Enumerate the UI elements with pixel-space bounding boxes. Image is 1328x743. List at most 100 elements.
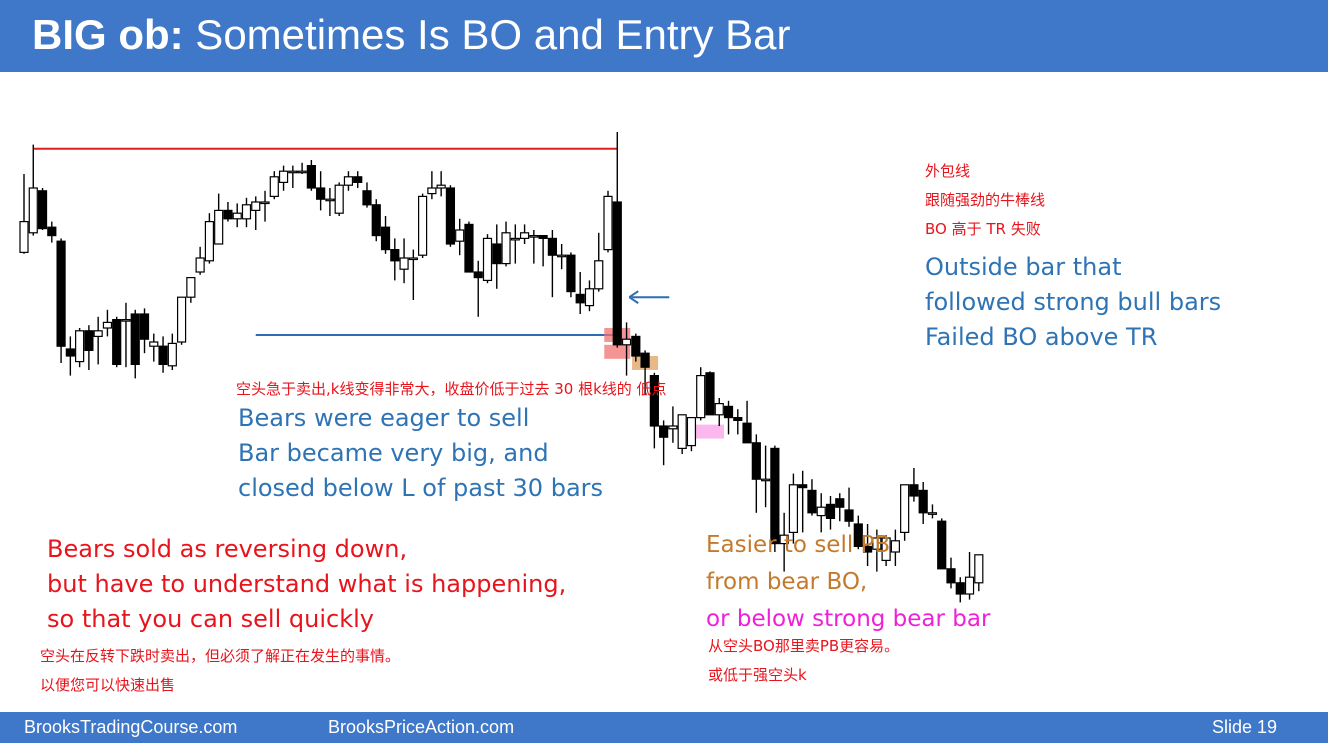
bull-candle: [696, 375, 706, 419]
bull-candle: [779, 534, 789, 545]
sold-cn-line-1: 空头在反转下跌时卖出，但必须了解正在发生的事情。: [40, 647, 401, 665]
bear-candle: [306, 164, 316, 189]
sold-en-line-2: but have to understand what is happening…: [47, 570, 567, 598]
bull-candle: [204, 221, 214, 262]
bull-candle: [325, 198, 335, 202]
bull-candle: [964, 576, 975, 595]
bear-candle: [807, 489, 817, 514]
bull-candle: [75, 330, 85, 363]
bull-candle: [278, 170, 289, 183]
bear-candle: [649, 375, 659, 427]
bear-candle: [798, 484, 808, 489]
bull-candle: [195, 257, 205, 273]
title-bold: BIG ob:: [32, 11, 184, 58]
bear-candle: [538, 235, 548, 240]
bear-candle: [37, 190, 48, 230]
bull-candle: [399, 257, 409, 270]
easier-en: Easier to sell PB from bear BO,: [706, 527, 890, 601]
bull-candle: [557, 254, 567, 258]
bull-candle: [427, 187, 437, 195]
bull-candle: [343, 176, 354, 186]
bull-candle: [28, 187, 38, 234]
eager-en-line-1: Bears were eager to sell: [238, 404, 530, 432]
bear-candle: [909, 484, 919, 497]
bear-candle: [371, 204, 381, 237]
sold-en-line-1: Bears sold as reversing down,: [47, 535, 408, 563]
arrow-head-icon: [628, 290, 639, 305]
bull-candle: [408, 257, 418, 261]
sold-en: Bears sold as reversing down, but have t…: [47, 532, 566, 637]
bear-candle: [464, 223, 474, 273]
bear-candle: [566, 254, 576, 293]
below-strong-bear-en: or below strong bear bar: [706, 606, 991, 632]
bull-candle: [102, 321, 113, 329]
bull-candle: [890, 540, 900, 553]
bull-candle: [260, 201, 270, 205]
eager-cn: 空头急于卖出,k线变得非常大，收盘价低于过去 30 根k线的 低点: [236, 380, 667, 398]
sold-en-line-3: so that you can sell quickly: [47, 605, 374, 633]
bear-candle: [835, 498, 845, 508]
eager-en: Bears were eager to sell Bar became very…: [238, 401, 603, 506]
bear-candle: [47, 226, 57, 237]
bull-candle: [214, 209, 224, 245]
bear-candle: [547, 237, 557, 256]
outside-en-line-3: Failed BO above TR: [925, 323, 1158, 351]
bear-candle: [316, 187, 326, 200]
bear-candle: [223, 209, 233, 220]
bull-candle: [186, 277, 196, 298]
bull-candle: [927, 512, 938, 515]
candlestick-chart: [19, 132, 984, 603]
bear-candle: [723, 405, 734, 419]
bull-candle: [232, 212, 242, 220]
outside-cn-line-2: 跟随强劲的牛棒线: [925, 191, 1046, 209]
easier-en-line-2: from bear BO,: [706, 569, 868, 595]
bull-candle: [621, 338, 632, 346]
bear-candle: [659, 425, 669, 438]
outside-en-line-2: followed strong bull bars: [925, 288, 1222, 316]
bear-candle: [158, 345, 168, 366]
bear-candle: [362, 190, 372, 206]
bull-candle: [288, 170, 298, 174]
bull-candle: [686, 417, 697, 447]
bear-candle: [473, 271, 483, 279]
bull-candle: [167, 342, 177, 367]
outside-cn-line-1: 外包线: [925, 162, 971, 180]
bull-candle: [19, 221, 29, 254]
bear-candle: [353, 176, 363, 184]
bull-candle: [436, 184, 446, 189]
bull-candle: [149, 341, 159, 347]
bull-candle: [176, 296, 187, 343]
bear-candle: [65, 348, 75, 357]
bull-candle: [881, 537, 891, 561]
eager-en-line-2: Bar became very big, and: [238, 439, 549, 467]
bear-candle: [445, 187, 456, 245]
bear-candle: [631, 335, 641, 357]
bull-candle: [872, 537, 882, 550]
bear-candle: [84, 330, 94, 351]
bull-candle: [974, 554, 984, 584]
bear-candle: [955, 582, 965, 595]
slide-number: Slide 19: [1212, 717, 1278, 737]
bear-candle: [380, 226, 391, 251]
bear-candle: [751, 442, 761, 480]
outside-cn-line-3: BO 高于 TR 失败: [925, 220, 1041, 238]
bear-candle: [612, 201, 622, 346]
bear-candle: [770, 447, 780, 545]
bull-candle: [603, 195, 613, 251]
footer-left-link: BrooksTradingCourse.com: [24, 717, 238, 737]
bull-candle: [529, 235, 539, 238]
sold-cn: 空头在反转下跌时卖出，但必须了解正在发生的事情。 以便您可以快速出售: [40, 642, 400, 700]
slide-title: BIG ob: Sometimes Is BO and Entry Bar: [32, 10, 791, 60]
sold-cn-line-2: 以便您可以快速出售: [40, 676, 176, 694]
bear-candle: [492, 243, 502, 265]
bear-candle: [918, 489, 928, 514]
bear-candle: [733, 417, 743, 422]
bull-candle: [677, 414, 687, 449]
outside-bar-en: Outside bar that followed strong bull ba…: [925, 250, 1221, 355]
bull-candle: [501, 232, 511, 265]
bull-candle: [816, 506, 826, 517]
bull-candle: [584, 288, 595, 307]
bull-candle: [251, 201, 261, 211]
bull-candle: [121, 319, 131, 322]
bear-candle: [640, 352, 650, 368]
